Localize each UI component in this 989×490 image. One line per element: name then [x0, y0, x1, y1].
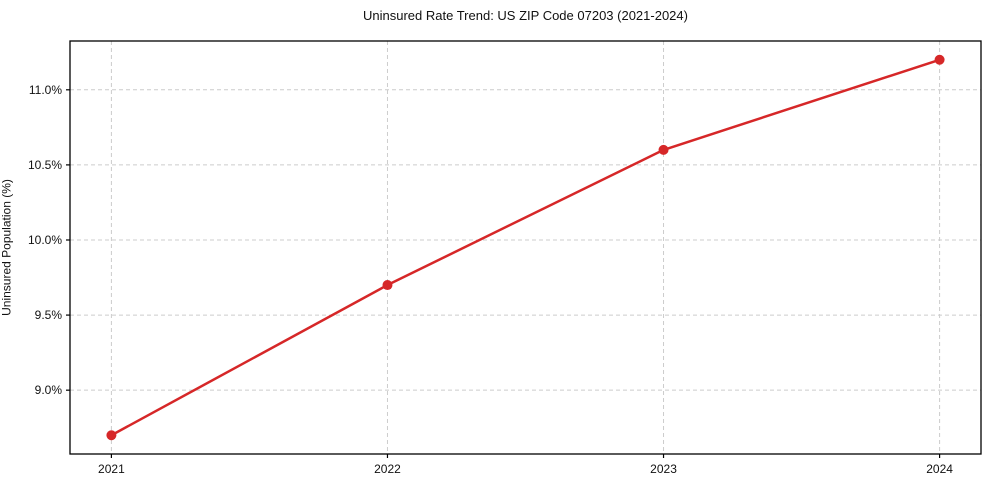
x-tick-label: 2022: [374, 462, 401, 476]
y-tick-label: 10.0%: [28, 233, 62, 247]
trend-line: [110, 58, 941, 437]
data-point-marker: [106, 430, 117, 441]
y-tick-label: 11.0%: [29, 83, 62, 97]
x-tick-label: 2021: [98, 462, 125, 476]
y-tick-label: 10.5%: [28, 158, 62, 172]
plot-frame: [69, 40, 982, 455]
data-point-marker: [658, 144, 669, 155]
x-tick-label: 2023: [650, 462, 677, 476]
y-tick-label: 9.0%: [35, 383, 63, 397]
data-point-marker: [934, 54, 945, 65]
y-tick-label: 9.5%: [35, 308, 63, 322]
chart-title: Uninsured Rate Trend: US ZIP Code 07203 …: [363, 8, 688, 23]
x-tick-label: 2024: [926, 462, 953, 476]
data-point-marker: [382, 280, 393, 291]
